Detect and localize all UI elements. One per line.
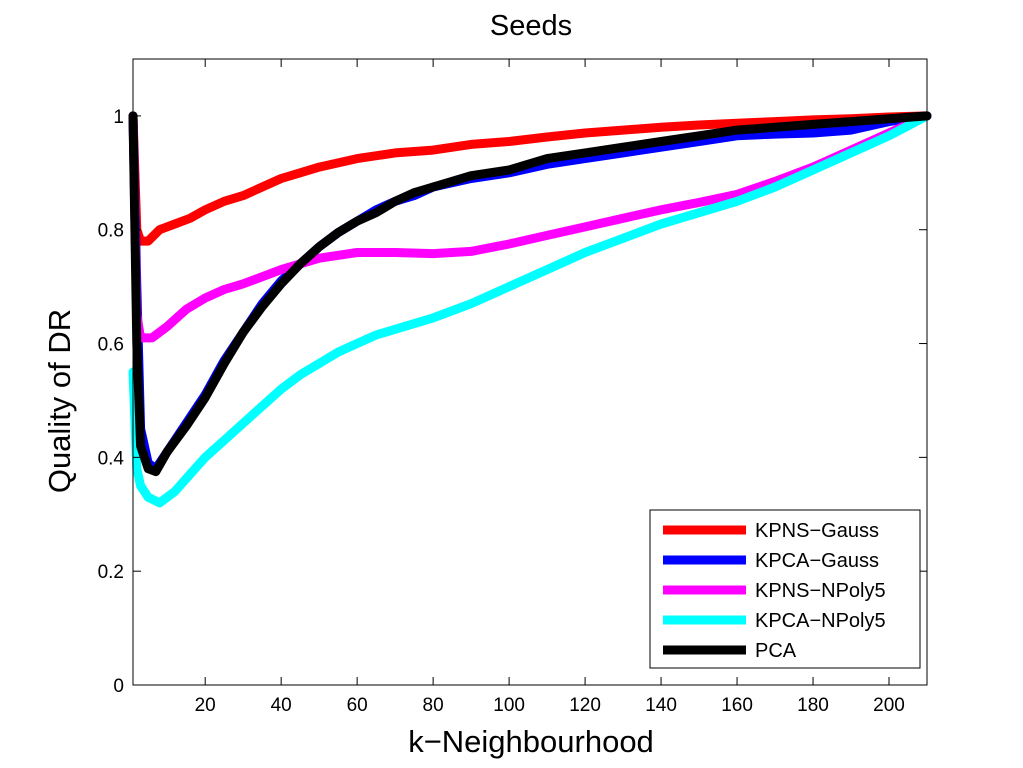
- x-tick-label: 200: [873, 695, 905, 716]
- x-tick-label: 100: [493, 695, 525, 716]
- x-axis-label: k−Neighbourhood: [408, 724, 654, 759]
- x-tick-label: 140: [645, 695, 677, 716]
- y-tick-label: 0.8: [98, 221, 124, 242]
- x-tick-label: 80: [423, 695, 444, 716]
- legend: KPNS−Gauss KPCA−Gauss KPNS−NPoly5 KPCA−NPol…: [649, 509, 921, 669]
- series-line-3: [128, 111, 932, 508]
- y-tick-label: 1: [113, 107, 124, 128]
- x-tick-label: 20: [195, 695, 216, 716]
- y-tick-label: 0.6: [98, 335, 124, 356]
- y-tick-label: 0.2: [98, 562, 124, 583]
- x-tick-label: 160: [721, 695, 753, 716]
- y-axis-label: Quality of DR: [42, 309, 77, 493]
- y-tick-label: 0.4: [98, 448, 125, 469]
- chart-title: Seeds: [490, 10, 572, 42]
- x-tick-label: 180: [797, 695, 829, 716]
- x-tick-label: 120: [569, 695, 601, 716]
- x-tick-label: 40: [271, 695, 292, 716]
- series-line-0: [128, 111, 932, 246]
- legend-label-1: KPCA−Gauss: [755, 550, 879, 572]
- axes-frame: [132, 58, 928, 686]
- ticks-layer: 20 40 60 80 100 120 140 160 180 200 0 0.2 0.4 0.6 0.8 1: [98, 59, 927, 716]
- series-layer: [128, 111, 932, 508]
- legend-label-0: KPNS−Gauss: [755, 520, 879, 542]
- axes-box: [132, 58, 928, 686]
- legend-label-4: PCA: [755, 640, 797, 662]
- y-tick-label: 0: [113, 676, 124, 697]
- series-line-4: [128, 111, 932, 477]
- legend-label-3: KPCA−NPoly5: [755, 610, 886, 632]
- legend-label-2: KPNS−NPoly5: [755, 580, 886, 602]
- x-tick-label: 60: [347, 695, 368, 716]
- series-line-2: [128, 111, 932, 343]
